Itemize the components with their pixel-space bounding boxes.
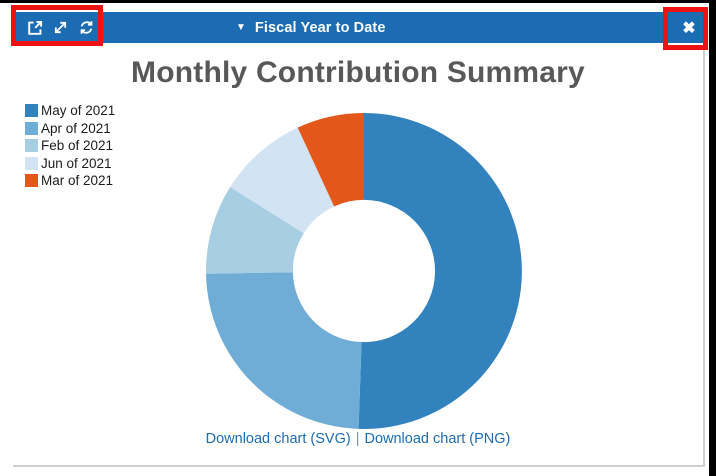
legend-item[interactable]: May of 2021 (25, 102, 115, 120)
legend-label: Jun of 2021 (41, 155, 112, 171)
download-links: Download chart (SVG) | Download chart (PNG… (13, 431, 703, 447)
legend-item[interactable]: Mar of 2021 (25, 172, 115, 190)
legend-label: Mar of 2021 (41, 173, 114, 189)
legend-item[interactable]: Jun of 2021 (25, 155, 115, 173)
annotation-box-close (663, 7, 708, 50)
period-dropdown[interactable]: ▼ Fiscal Year to Date (236, 12, 386, 43)
chevron-down-icon: ▼ (236, 21, 246, 33)
download-png-link[interactable]: Download chart (PNG) (364, 431, 511, 447)
chart-widget-panel: ▼ Fiscal Year to Date ✖ Monthly Contribu… (13, 12, 705, 467)
donut-segment[interactable] (230, 127, 335, 234)
link-separator: | (355, 431, 360, 447)
open-external-icon[interactable] (26, 19, 43, 36)
screenshot-top-border (0, 0, 716, 3)
screenshot-right-border (709, 0, 716, 476)
widget-header-bar: ▼ Fiscal Year to Date ✖ (13, 12, 703, 43)
legend-label: Apr of 2021 (41, 120, 111, 136)
widget-toolbar (26, 12, 95, 43)
period-dropdown-label: Fiscal Year to Date (254, 19, 386, 36)
legend-swatch (25, 174, 38, 188)
annotation-box-toolbar (11, 5, 103, 46)
legend-item[interactable]: Feb of 2021 (25, 137, 115, 155)
refresh-icon[interactable] (78, 19, 95, 36)
legend-swatch (25, 104, 38, 118)
donut-segment[interactable] (297, 113, 364, 207)
download-svg-link[interactable]: Download chart (SVG) (205, 431, 351, 447)
legend-label: May of 2021 (41, 103, 116, 119)
close-icon[interactable]: ✖ (682, 19, 696, 37)
donut-chart-container (199, 106, 529, 436)
chart-title: Monthly Contribution Summary (131, 56, 585, 89)
legend-item[interactable]: Apr of 2021 (25, 120, 115, 138)
donut-segment[interactable] (206, 272, 362, 429)
donut-segment[interactable] (358, 113, 522, 429)
legend-label: Feb of 2021 (41, 138, 114, 154)
legend-swatch (25, 121, 38, 135)
legend-swatch (25, 156, 38, 170)
donut-segment[interactable] (205, 187, 304, 274)
chart-legend: May of 2021 Apr of 2021 Feb of 2021 Jun of … (25, 102, 115, 190)
donut-chart (205, 113, 522, 429)
legend-swatch (25, 139, 38, 153)
expand-icon[interactable] (52, 19, 69, 36)
